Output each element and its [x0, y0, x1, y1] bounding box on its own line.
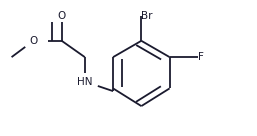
- Text: F: F: [198, 52, 204, 62]
- Text: O: O: [29, 36, 38, 46]
- Text: Br: Br: [141, 11, 153, 21]
- Text: O: O: [58, 11, 66, 21]
- Text: HN: HN: [77, 77, 93, 87]
